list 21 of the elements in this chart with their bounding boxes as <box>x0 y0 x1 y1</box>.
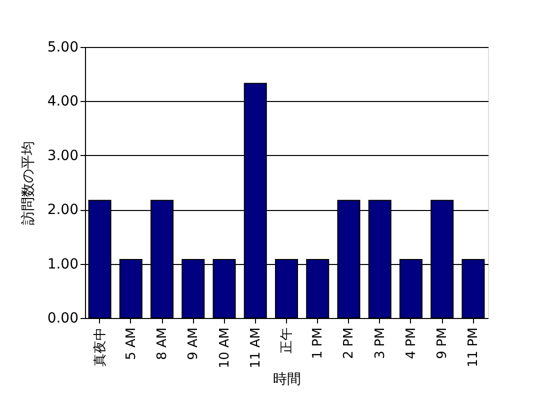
x-tick-label: 8 AM <box>155 328 170 360</box>
x-tick-label: 4 PM <box>404 328 419 359</box>
x-tick-label: 1 PM <box>310 328 326 359</box>
x-tick-label: 10 AM <box>217 328 232 368</box>
y-tick-label: 3.00 <box>47 148 78 164</box>
y-tick-label: 0.00 <box>47 310 78 326</box>
x-axis-title: 時間 <box>273 371 301 388</box>
y-tick-label: 1.00 <box>47 256 78 272</box>
x-tick-label: 5 AM <box>124 328 139 360</box>
x-tick-label: 3 PM <box>372 328 388 359</box>
x-tick-label: 9 PM <box>435 328 450 359</box>
x-tick-label: 2 PM <box>342 328 357 359</box>
y-tick-label: 5.00 <box>47 40 78 56</box>
x-tick-label: 11 PM <box>466 328 482 368</box>
x-tick-label: 11 AM <box>248 328 264 368</box>
y-tick-label: 4.00 <box>47 94 78 110</box>
x-tick-label: 正午 <box>280 328 294 354</box>
y-axis-title: 訪問数の平均 <box>20 141 36 225</box>
x-tick-label: 9 AM <box>186 328 202 360</box>
x-tick-label: 真夜中 <box>92 328 108 366</box>
y-tick-label: 2.00 <box>47 202 78 218</box>
